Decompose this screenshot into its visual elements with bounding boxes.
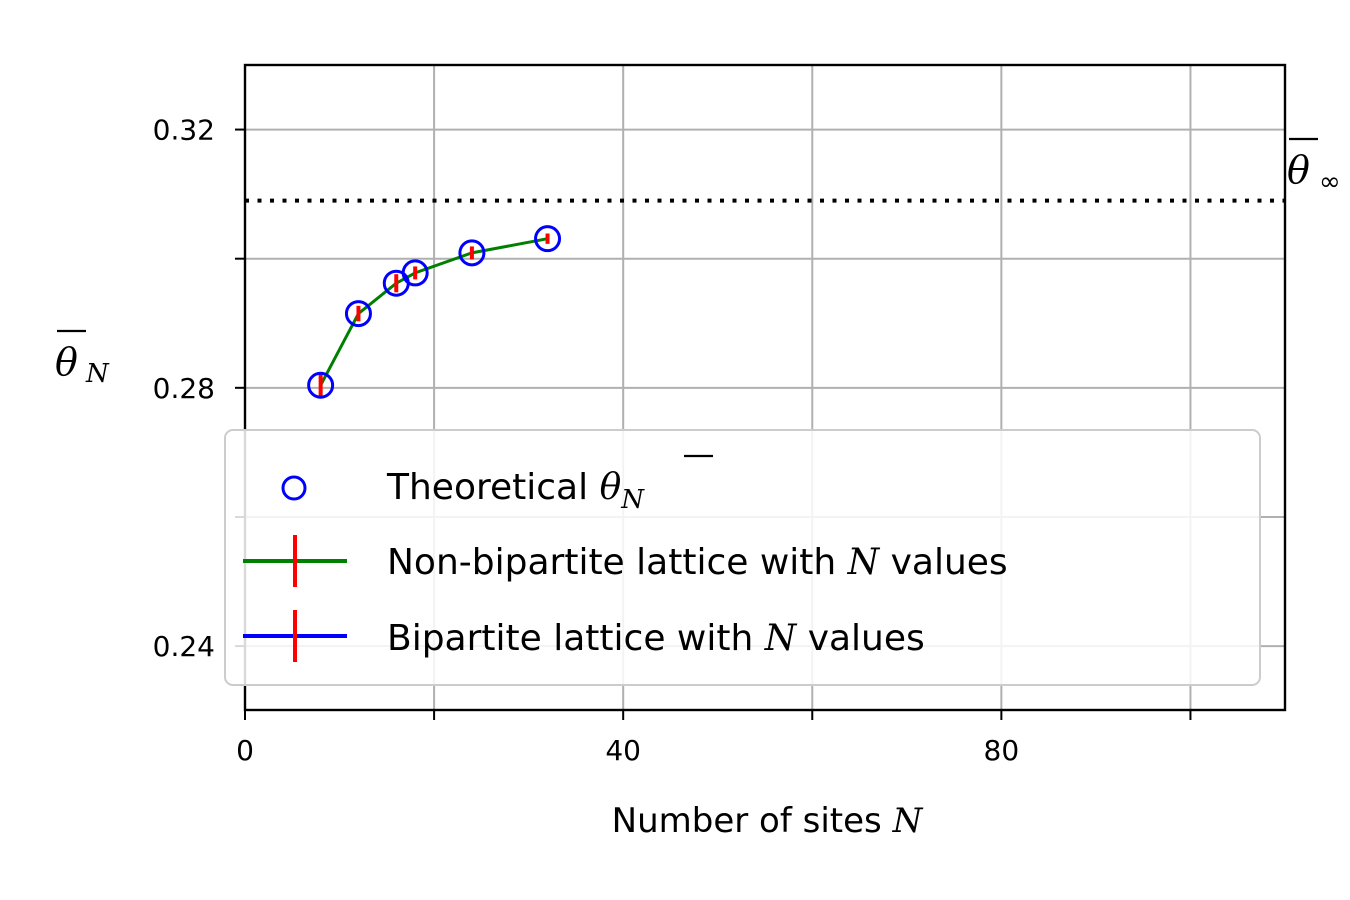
legend-box	[224, 429, 1261, 686]
legend: Theoretical θN Non-bipartite lattice wit…	[224, 429, 1261, 686]
limit-symbol: θ	[1287, 148, 1310, 192]
ylabel-symbol: θ	[55, 340, 78, 384]
legend-entry-bipartite: Bipartite lattice with N values	[243, 610, 925, 662]
data-point	[307, 371, 335, 399]
y-tick-label: 0.28	[153, 372, 215, 405]
ylabel-subscript: N	[85, 359, 110, 389]
ticks: 0 40 80 0.24 0.28 0.32	[153, 114, 1192, 767]
legend-entry-theoretical: Theoretical θN	[281, 454, 713, 515]
legend-label-theoretical: Theoretical θN	[386, 467, 645, 515]
y-tick-label: 0.24	[153, 630, 215, 663]
legend-label-bipartite: Bipartite lattice with N values	[387, 618, 925, 659]
series-layer	[307, 225, 562, 399]
limit-subscript: ∞	[1319, 167, 1341, 197]
x-tick-label: 80	[984, 734, 1020, 767]
legend-entry-non-bipartite: Non-bipartite lattice with N values	[243, 535, 1008, 587]
legend-marker-open-circle	[281, 475, 307, 501]
data-point	[534, 225, 562, 253]
y-axis-label: θ N	[55, 329, 110, 389]
x-tick-label: 0	[236, 734, 254, 767]
data-point	[344, 300, 372, 328]
x-axis-label: Number of sites N	[612, 801, 924, 841]
data-point	[458, 239, 486, 267]
x-tick-label: 40	[605, 734, 641, 767]
data-point	[401, 259, 429, 287]
y-tick-label: 0.32	[153, 114, 215, 147]
legend-label-non-bipartite: Non-bipartite lattice with N values	[387, 542, 1008, 583]
limit-line-label: θ ∞	[1287, 137, 1341, 197]
